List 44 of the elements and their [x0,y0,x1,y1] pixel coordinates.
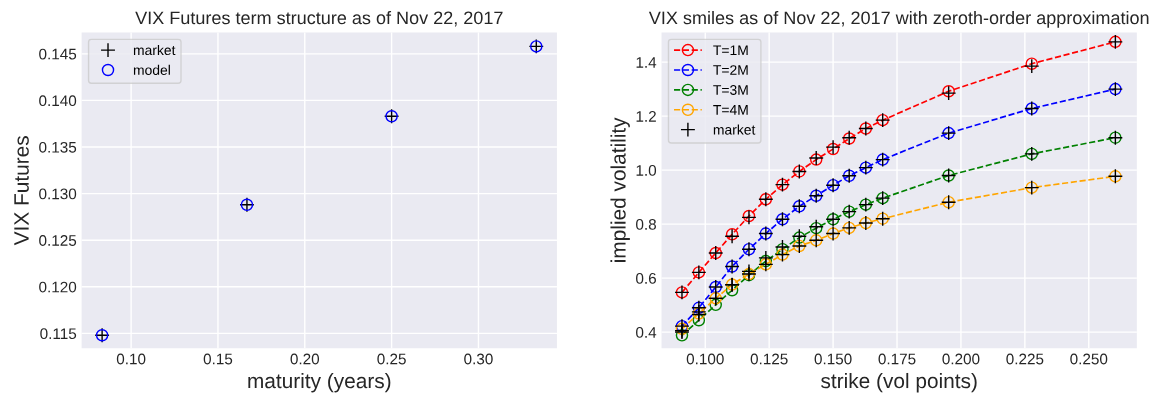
point [725,283,739,297]
x-tick-label: 0.100 [686,353,724,365]
y-tick-label: 1.0 [636,164,657,176]
legend-label: T=4M [713,105,748,115]
point [709,298,722,312]
legend-label: market [713,124,756,135]
x-axis-title: maturity (years) [248,372,391,393]
y-tick-label: 1.4 [636,57,657,68]
legend-label: market [133,44,176,56]
point [675,329,689,342]
legend-label: T=3M [713,85,748,95]
y-axis-title: VIX Futures [14,136,29,246]
point [1025,57,1039,70]
x-tick-label: 0.250 [1070,353,1108,365]
chart-title: VIX smiles as of Nov 22, 2017 with zeroth-order approximation [648,10,1149,28]
y-tick-label: 0.6 [636,272,656,284]
x-tick-label: 0.15 [203,353,233,365]
y-tick-label: 0.4 [636,326,657,338]
x-tick-label: 0.30 [464,353,493,365]
chart-title: VIX Futures term structure as of Nov 22, 2017 [135,11,503,27]
x-tick-label: 0.10 [116,353,146,365]
x-tick-label: 0.200 [942,353,980,365]
y-tick-label: 0.125 [39,235,77,246]
legend-label: T=2M [713,65,748,75]
legend-label: model [133,64,170,75]
y-tick-label: 0.135 [39,141,77,153]
x-axis-title: strike (vol points) [821,372,977,393]
y-tick-label: 0.140 [39,95,77,107]
legend-label: T=1M [713,45,748,55]
y-tick-label: 0.115 [40,328,77,340]
y-tick-label: 0.120 [39,281,77,293]
x-tick-label: 0.175 [878,353,916,365]
y-axis-title: implied volatility [610,117,630,262]
y-tick-label: 0.8 [636,218,656,230]
point [692,313,706,327]
x-tick-label: 0.20 [290,353,320,365]
x-tick-label: 0.25 [377,353,406,365]
y-tick-label: 0.130 [39,188,77,200]
y-tick-label: 0.145 [39,48,77,60]
x-tick-label: 0.150 [814,353,852,365]
x-tick-label: 0.225 [1006,353,1044,365]
x-tick-label: 0.125 [750,353,788,365]
point [759,254,773,268]
y-tick-label: 1.2 [636,110,656,122]
